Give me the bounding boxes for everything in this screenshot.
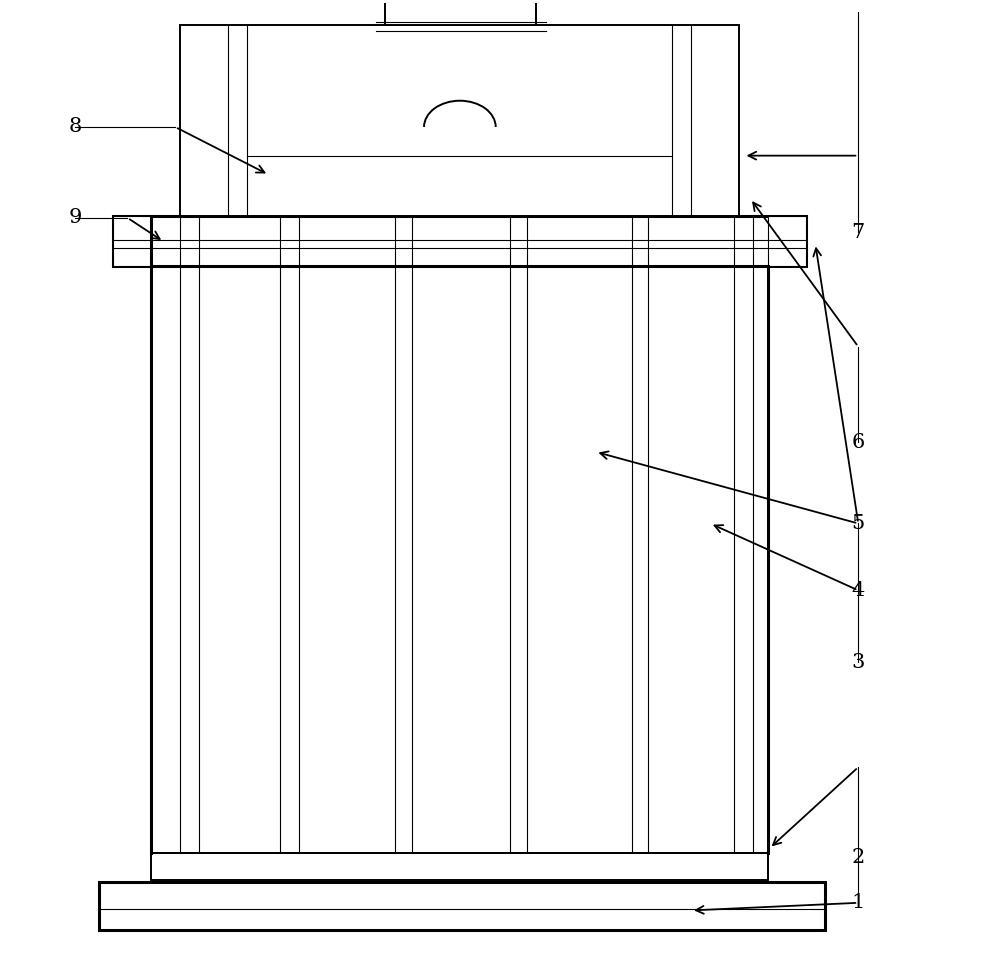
Text: 7: 7 xyxy=(852,223,865,241)
Text: 3: 3 xyxy=(852,653,865,672)
Bar xyxy=(151,853,768,880)
Text: 4: 4 xyxy=(852,580,865,600)
Bar xyxy=(113,216,151,265)
Bar xyxy=(180,25,739,216)
Bar xyxy=(99,882,825,929)
Text: 9: 9 xyxy=(68,209,82,227)
Text: 8: 8 xyxy=(68,117,81,136)
Bar xyxy=(385,0,536,25)
Text: 5: 5 xyxy=(852,514,865,533)
Text: 2: 2 xyxy=(852,849,865,868)
Text: 1: 1 xyxy=(852,894,865,912)
Bar xyxy=(113,216,806,265)
Text: 6: 6 xyxy=(852,432,865,452)
Bar xyxy=(768,216,806,265)
